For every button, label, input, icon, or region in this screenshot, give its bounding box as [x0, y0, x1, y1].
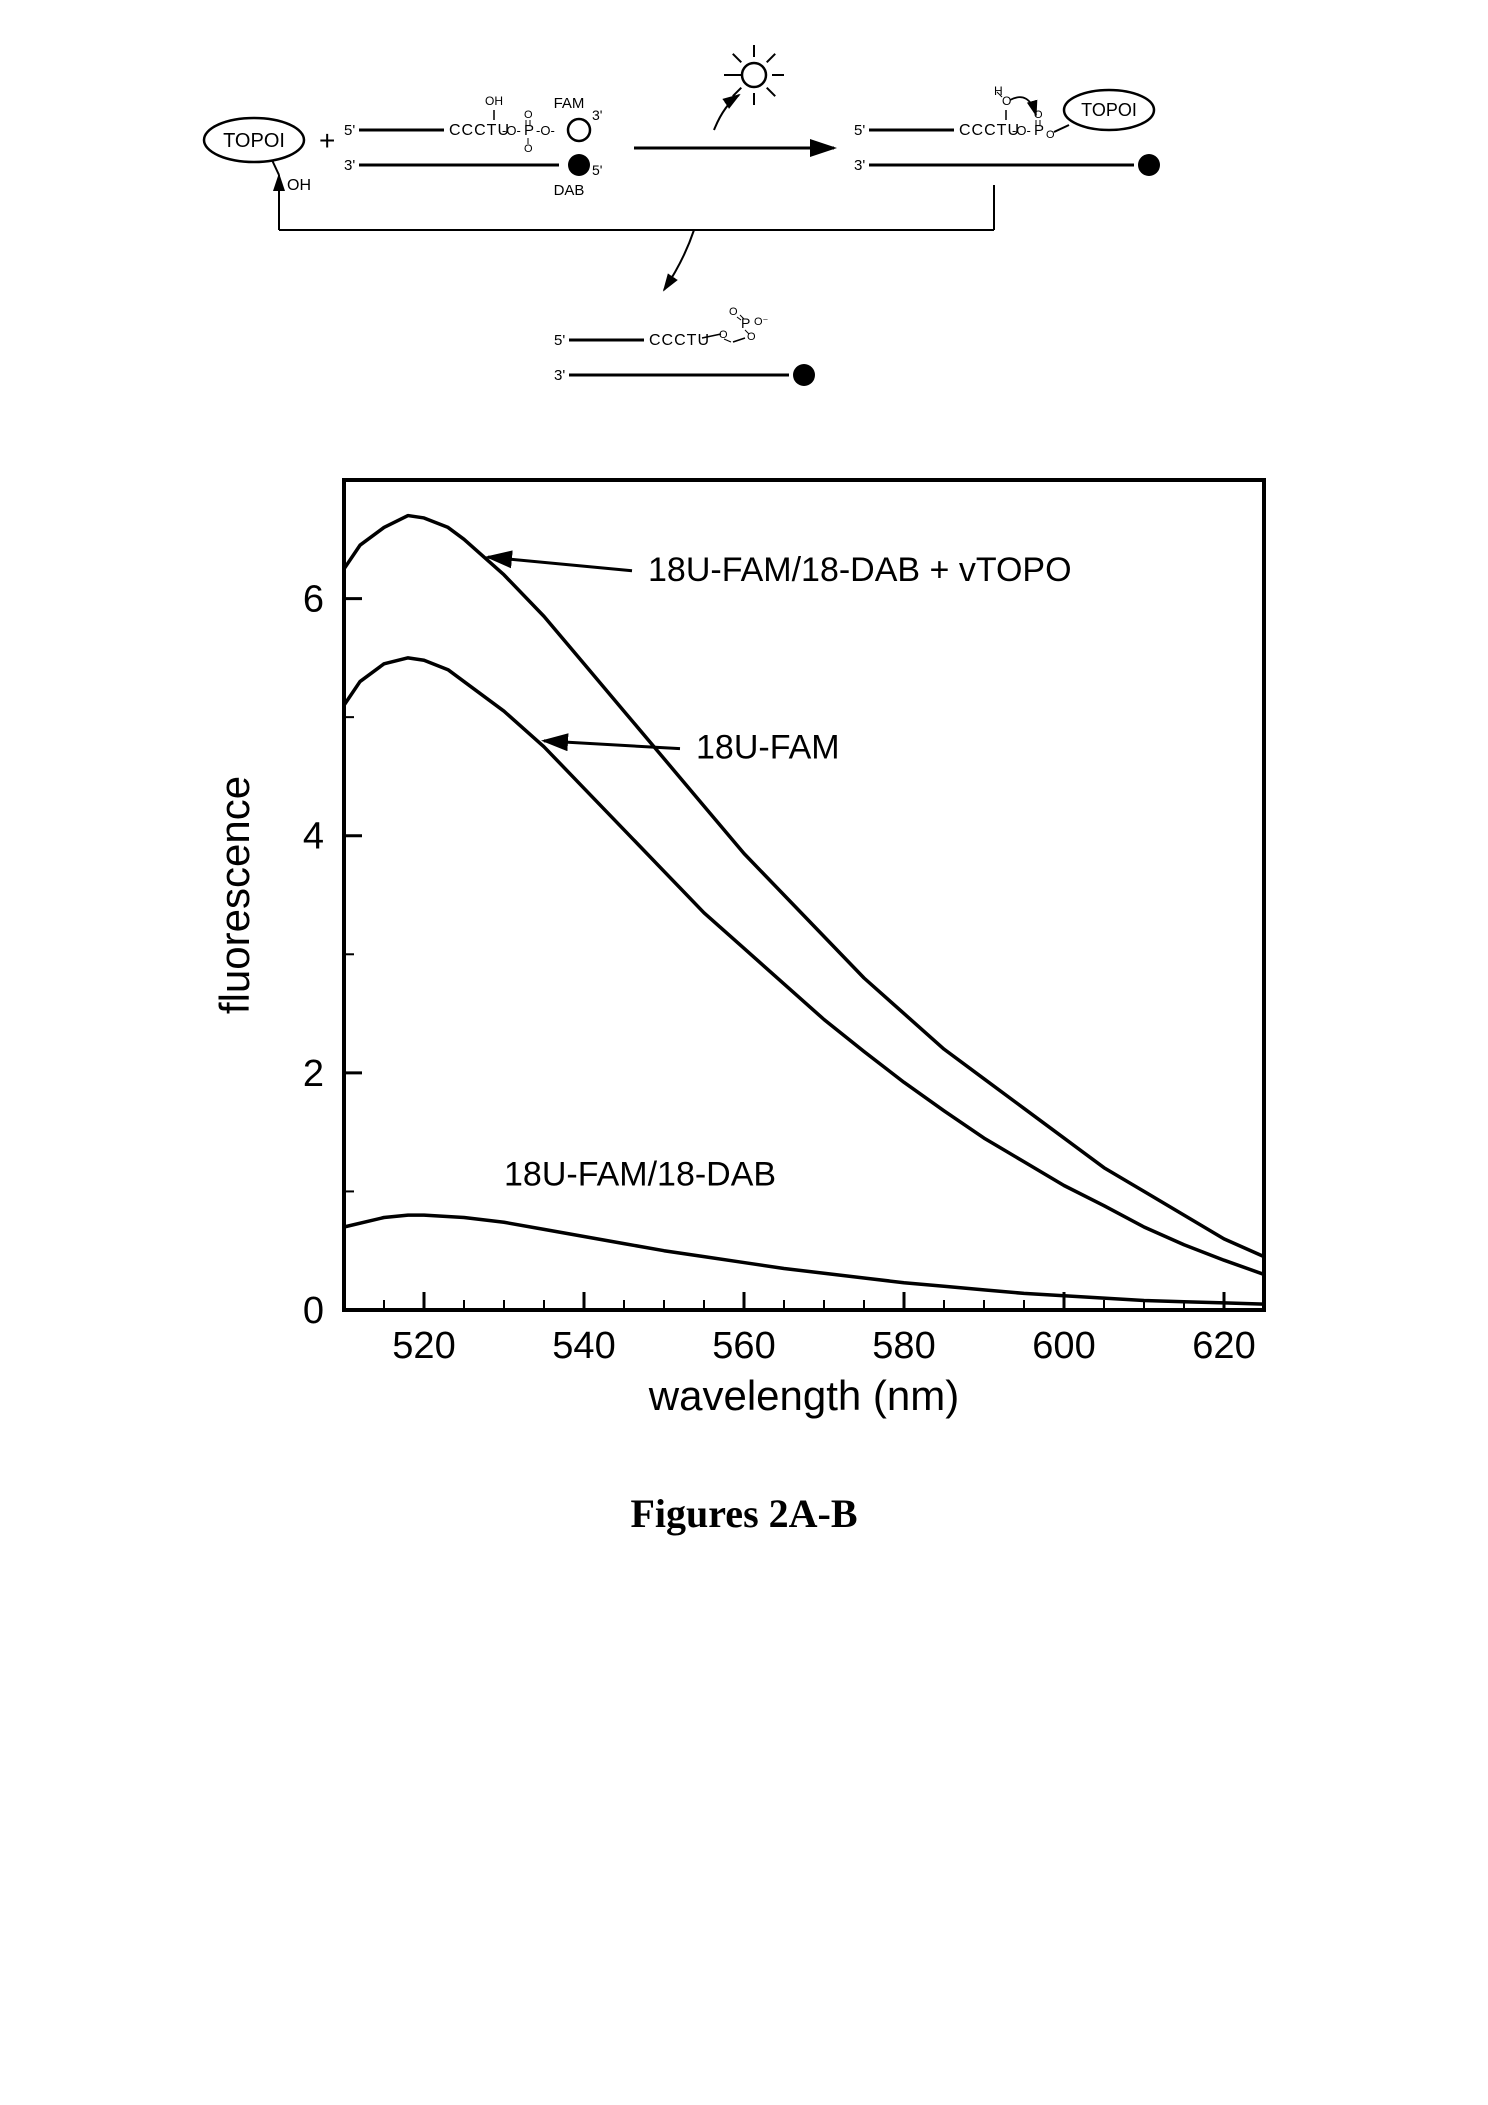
svg-text:18U-FAM/18-DAB + vTOPO: 18U-FAM/18-DAB + vTOPO [648, 551, 1072, 589]
figure-caption: Figures 2A-B [630, 1490, 857, 1537]
svg-text:0: 0 [303, 1290, 324, 1332]
svg-text:5': 5' [344, 122, 355, 139]
svg-text:TOPOI: TOPOI [1081, 100, 1137, 120]
svg-text:O: O [1002, 94, 1011, 108]
svg-text:O⁻: O⁻ [754, 316, 769, 328]
svg-text:CCCTU: CCCTU [449, 122, 510, 139]
svg-text:-O-: -O- [536, 123, 555, 138]
svg-text:-O-: -O- [502, 123, 521, 138]
svg-text:CCCTU: CCCTU [959, 122, 1020, 139]
svg-text:TOPOI: TOPOI [223, 130, 285, 152]
svg-text:4: 4 [303, 816, 324, 858]
svg-text:CCCTU: CCCTU [649, 332, 710, 349]
svg-text:3': 3' [344, 157, 355, 174]
svg-text:OH: OH [287, 177, 311, 194]
scheme-svg: TOPOIOH+5'CCCTUOH-O-POO-O-3'FAM3'5'DAB5'… [194, 20, 1294, 440]
svg-text:wavelength (nm): wavelength (nm) [648, 1372, 959, 1419]
svg-text:FAM: FAM [554, 95, 585, 112]
svg-text:3': 3' [554, 367, 565, 384]
svg-text:620: 620 [1192, 1325, 1255, 1367]
svg-text:DAB: DAB [554, 182, 585, 199]
svg-text:O: O [524, 109, 533, 121]
reaction-scheme-panel: TOPOIOH+5'CCCTUOH-O-POO-O-3'FAM3'5'DAB5'… [194, 20, 1294, 440]
svg-text:OH: OH [485, 94, 503, 108]
svg-text:+: + [319, 125, 335, 156]
svg-text:O: O [524, 143, 533, 155]
svg-text:560: 560 [712, 1325, 775, 1367]
svg-text:3': 3' [592, 107, 602, 123]
svg-text:O: O [729, 306, 738, 318]
svg-text:5': 5' [592, 162, 602, 178]
svg-text:2: 2 [303, 1053, 324, 1095]
svg-text:O: O [719, 329, 728, 341]
svg-text:580: 580 [872, 1325, 935, 1367]
svg-text:3': 3' [854, 157, 865, 174]
svg-text:18U-FAM/18-DAB: 18U-FAM/18-DAB [504, 1156, 776, 1194]
svg-text:540: 540 [552, 1325, 615, 1367]
figure-container: TOPOIOH+5'CCCTUOH-O-POO-O-3'FAM3'5'DAB5'… [20, 20, 1468, 1537]
svg-text:fluorescence: fluorescence [211, 776, 258, 1014]
chart-svg: 520 540 560 580 600 620 0 2 4 6 wavelength (nm) flu… [194, 450, 1294, 1450]
svg-text:18U-FAM: 18U-FAM [696, 729, 840, 767]
svg-text:520: 520 [392, 1325, 455, 1367]
svg-text:5': 5' [554, 332, 565, 349]
svg-text:5': 5' [854, 122, 865, 139]
svg-text:600: 600 [1032, 1325, 1095, 1367]
svg-text:O: O [1046, 129, 1055, 141]
svg-text:-O-: -O- [1012, 123, 1031, 138]
fluorescence-chart-panel: 520 540 560 580 600 620 0 2 4 6 wavelength (nm) flu… [194, 450, 1294, 1450]
svg-text:6: 6 [303, 579, 324, 621]
